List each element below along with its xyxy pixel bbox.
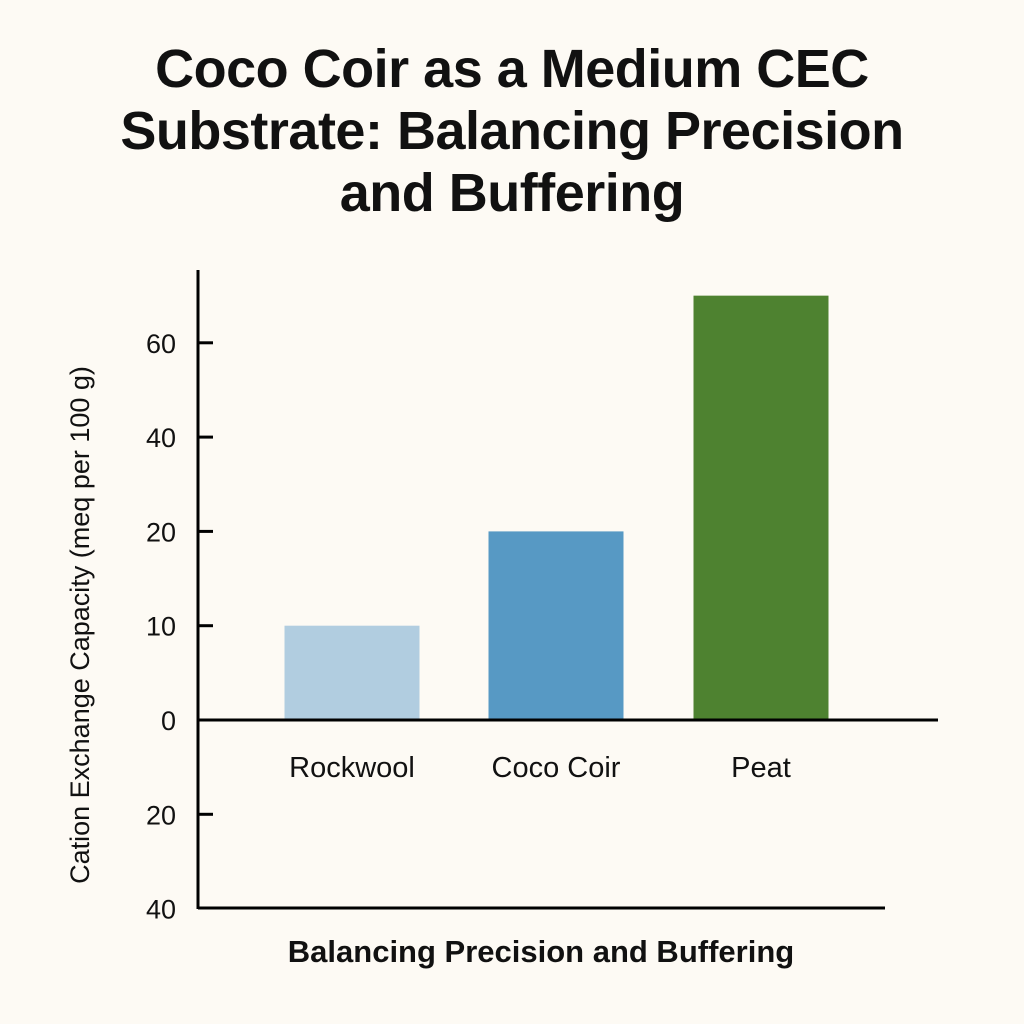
x-category-label: Coco Coir <box>492 752 621 784</box>
category-labels-group: Rockwool Coco Coir Peat <box>289 752 791 784</box>
chart-title-line-1: Coco Coir as a Medium CEC <box>155 39 869 99</box>
y-tick-label: 0 <box>161 706 176 736</box>
bar-coco-coir <box>488 531 624 720</box>
chart-title: Coco Coir as a Medium CEC Substrate: Bal… <box>0 38 1024 224</box>
chart-title-line-2: Substrate: Balancing Precision <box>120 101 904 161</box>
y-tick-label: 10 <box>146 612 176 642</box>
bar-peat <box>693 295 829 720</box>
y-tick-label: 60 <box>146 329 176 359</box>
y-axis-title: Cation Exchange Capacity (meq per 100 g) <box>65 366 95 884</box>
x-axis-title: Balancing Precision and Buffering <box>288 934 794 969</box>
x-category-label: Peat <box>731 752 791 784</box>
y-ticks-group: 60 40 20 10 0 20 40 <box>146 329 213 925</box>
bars-group <box>284 295 829 720</box>
bar-rockwool <box>284 625 420 720</box>
y-tick-label: 40 <box>146 895 176 925</box>
chart-title-line-3: and Buffering <box>339 163 685 223</box>
y-tick-label: 20 <box>146 800 176 830</box>
y-tick-label: 40 <box>146 423 176 453</box>
x-category-label: Rockwool <box>289 752 415 784</box>
y-tick-label: 20 <box>146 517 176 547</box>
